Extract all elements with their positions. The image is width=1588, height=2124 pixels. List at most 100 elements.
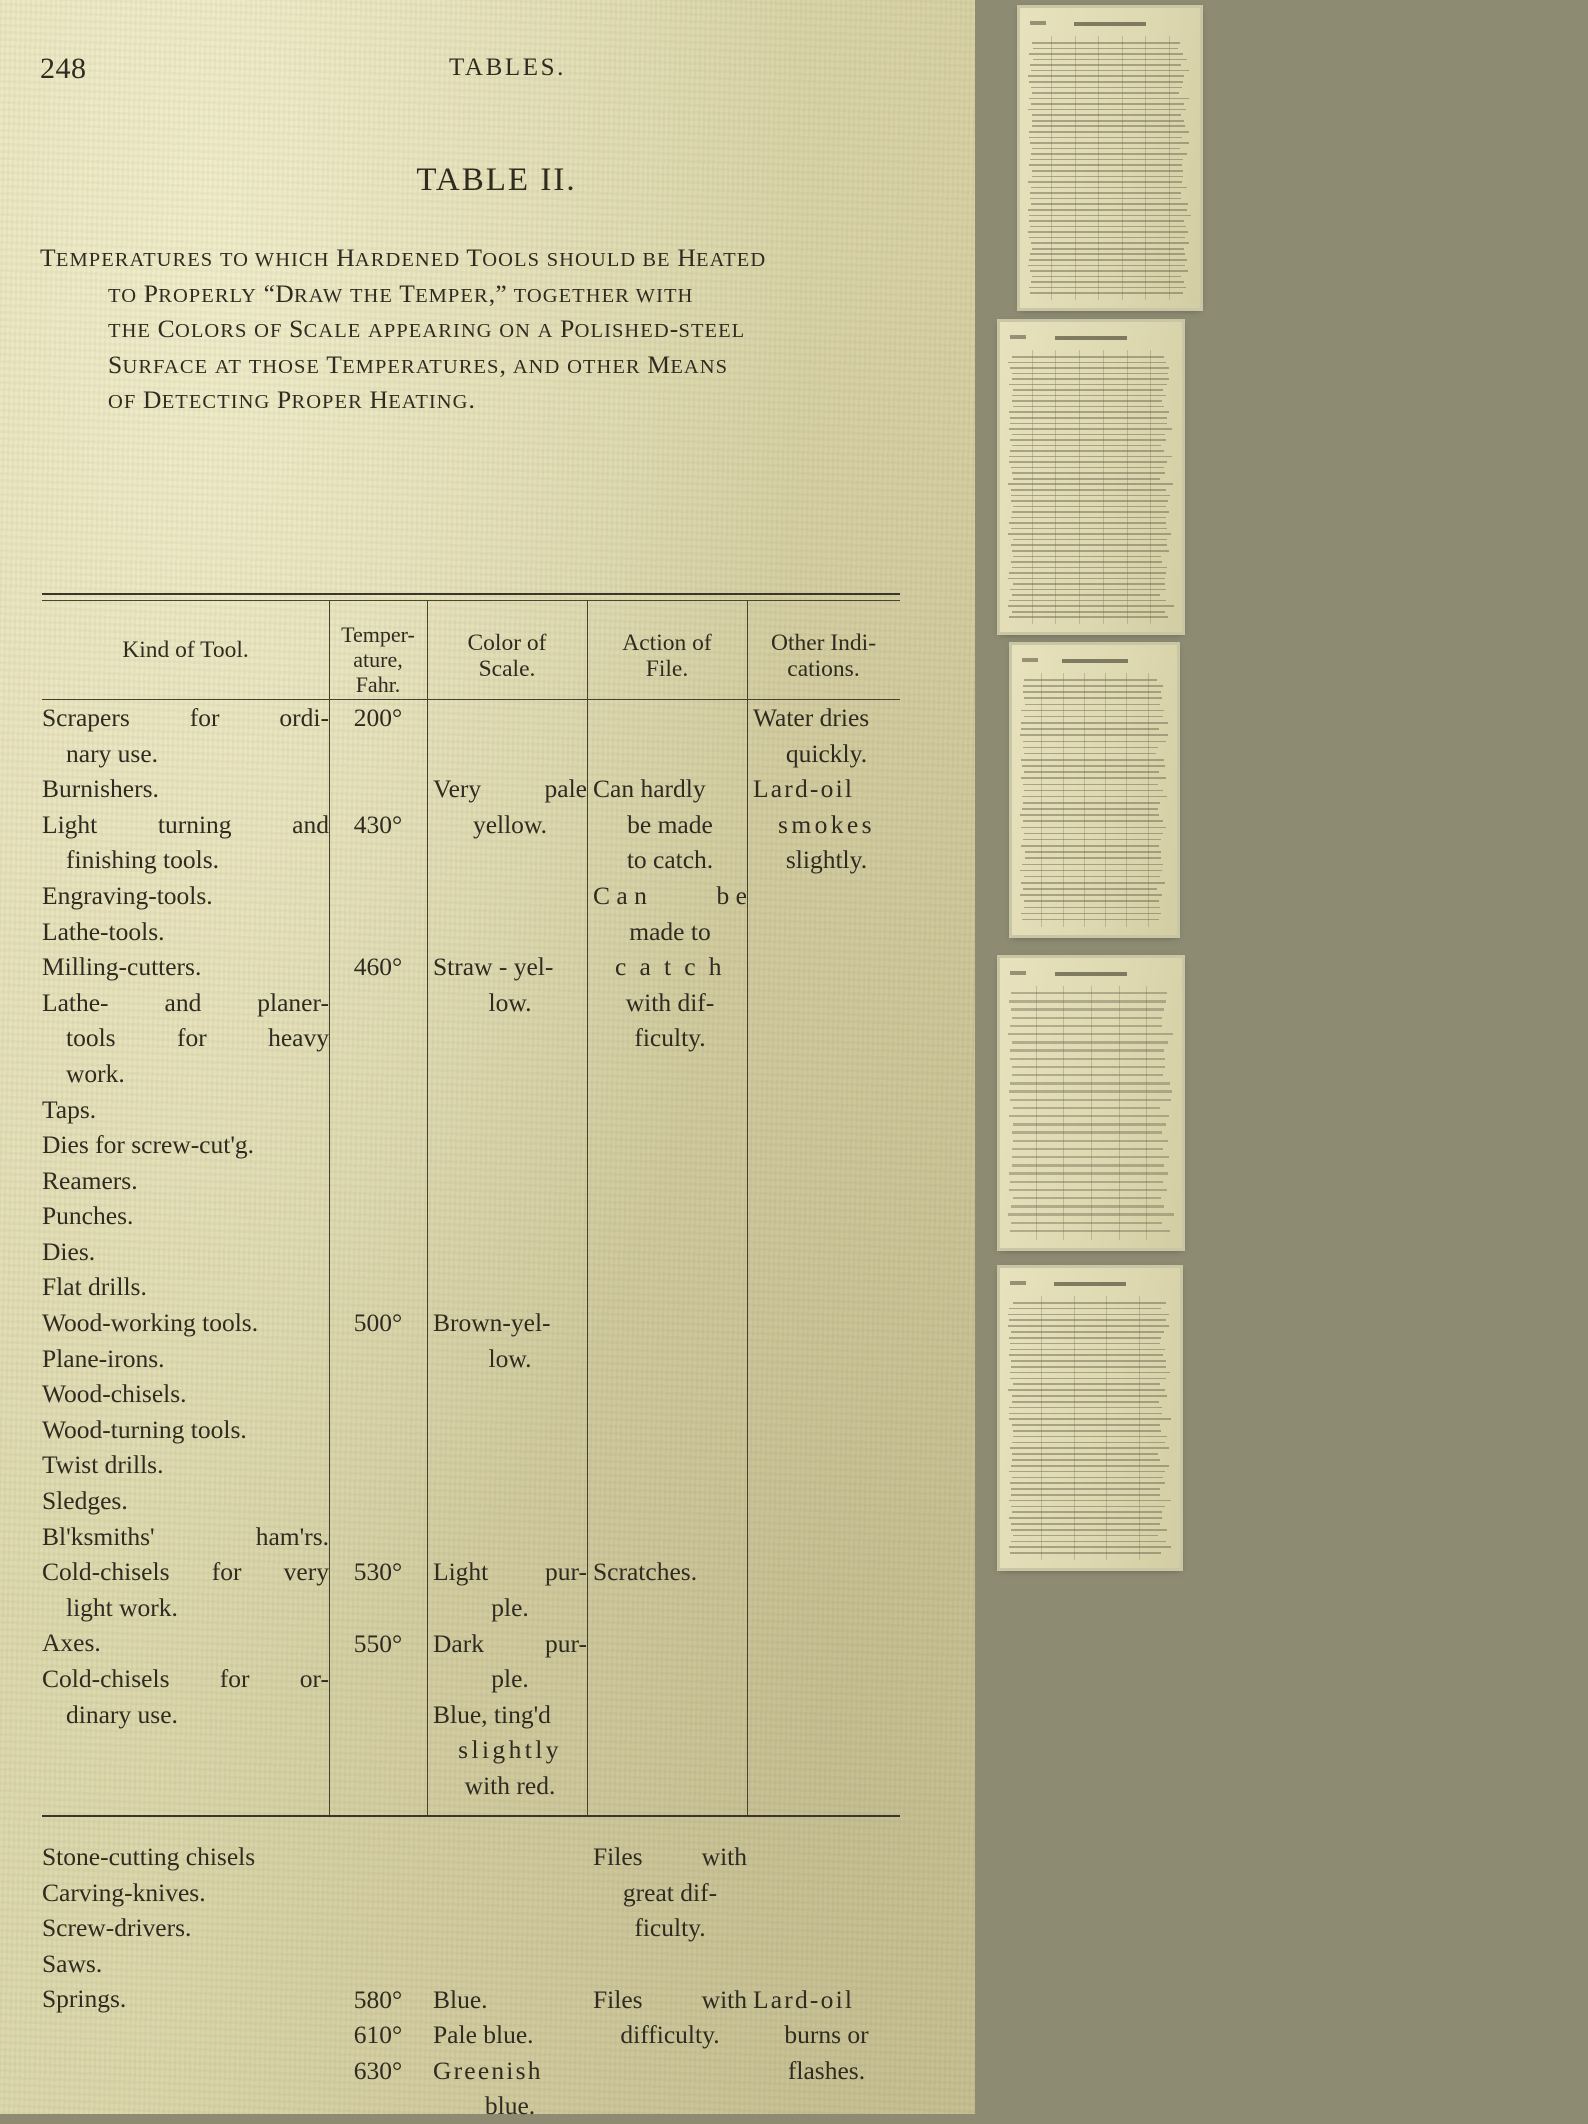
tool-row: Engraving-tools. xyxy=(42,878,329,914)
header-temperature-fahr: Temper-ature, Fahr. xyxy=(329,622,427,697)
tool-row: tools for heavy xyxy=(42,1020,329,1056)
color-of-scale-line: low. xyxy=(427,985,587,1021)
page-thumbnail[interactable] xyxy=(1000,1268,1180,1568)
thumbnail-text-line xyxy=(1011,1331,1164,1333)
thumbnail-text-line xyxy=(1024,679,1157,681)
thumbnail-column-rule xyxy=(1150,350,1151,624)
color-of-scale-line: Light pur- xyxy=(427,1554,587,1590)
thumbnail-text-line xyxy=(1008,1389,1165,1391)
tool-row: Burnishers. xyxy=(42,771,329,807)
color-of-scale-line: low. xyxy=(427,1341,587,1377)
other-indication-line: burns or xyxy=(747,2017,900,2053)
thumbnail-text-line xyxy=(1013,406,1165,408)
thumbnail-text-line xyxy=(1009,411,1168,413)
thumbnail-text-line xyxy=(1031,87,1182,89)
caption-line-1: TEMPERATURES TO WHICH HARDENED TOOLS SHO… xyxy=(40,239,930,275)
action-of-file-line: C a nb e xyxy=(587,878,747,914)
thumbnail-text-line xyxy=(1009,1189,1168,1191)
thumbnail-text-line xyxy=(1023,741,1165,743)
color-of-scale-line: with red. xyxy=(427,1768,587,1804)
thumbnail-text-line xyxy=(1010,1049,1164,1051)
thumbnail-text-line xyxy=(1011,1222,1162,1224)
thumbnail-column-rule xyxy=(1063,986,1064,1240)
header-line: ature, xyxy=(329,647,427,672)
thumbnail-text-line xyxy=(1009,572,1166,574)
temperature-value: 430° xyxy=(329,807,427,843)
page-thumbnail[interactable] xyxy=(1012,645,1177,935)
temperature-value: 580° xyxy=(329,1982,427,2018)
page-thumbnail[interactable] xyxy=(1000,958,1182,1248)
thumbnail-rail[interactable] xyxy=(975,0,1588,2114)
thumbnail-text-line xyxy=(1029,131,1189,133)
thumbnail-text-line xyxy=(1022,796,1167,798)
thumbnail-text-line xyxy=(1023,691,1161,693)
thumbnail-text-line xyxy=(1030,159,1183,161)
thumbnail-text-line xyxy=(1013,506,1166,508)
thumbnail-text-line xyxy=(1013,539,1167,541)
thumbnail-text-line xyxy=(1032,148,1180,150)
thumbnail-text-line xyxy=(1030,198,1180,200)
thumbnail-text-line xyxy=(1009,1471,1164,1473)
action-of-file-line: made to xyxy=(587,914,747,950)
color-of-scale-line: ple. xyxy=(427,1661,587,1697)
thumbnail-text-line xyxy=(1021,759,1163,761)
action-of-file-line: to catch. xyxy=(587,842,747,878)
thumbnail-text-line xyxy=(1010,1378,1165,1380)
header-line: Kind of Tool. xyxy=(42,637,329,664)
color-of-scale-line: Very pale xyxy=(427,771,587,807)
thumbnail-text-line xyxy=(1012,1477,1163,1479)
page-thumbnail[interactable] xyxy=(1020,8,1200,308)
thumbnail-text-line xyxy=(1012,1453,1158,1455)
thumbnail-text-line xyxy=(1009,1115,1169,1117)
tool-row: Wood-turning tools. xyxy=(42,1412,329,1448)
thumbnail-text-line xyxy=(1023,784,1158,786)
thumbnail-text-line xyxy=(1023,839,1161,841)
thumbnail-title-line xyxy=(1054,1282,1126,1286)
thumbnail-column-rule xyxy=(1036,986,1037,1240)
thumbnail-folio-mark xyxy=(1010,335,1026,339)
thumbnail-folio-mark xyxy=(1030,21,1046,25)
tool-row: Screw-drivers. xyxy=(42,1910,329,1946)
thumbnail-text-line xyxy=(1012,1074,1163,1076)
tool-row: dinary use. xyxy=(42,1697,329,1733)
thumbnail-column-rule xyxy=(1079,350,1080,624)
thumbnail-text-line xyxy=(1029,98,1188,100)
thumbnail-text-line xyxy=(1010,450,1163,452)
spacer-row xyxy=(42,1803,329,1839)
action-of-file-line: Files with xyxy=(587,1839,747,1875)
thumbnail-text-line xyxy=(1008,1314,1169,1316)
color-of-scale-line: Greenish xyxy=(427,2053,587,2089)
thumbnail-text-line xyxy=(1010,417,1167,419)
page-thumbnail[interactable] xyxy=(1000,322,1182,632)
thumbnail-text-line xyxy=(1022,765,1165,767)
thumbnail-text-line xyxy=(1012,594,1160,596)
thumbnail-text-line xyxy=(1009,1546,1171,1548)
thumbnail-text-line xyxy=(1012,611,1164,613)
thumbnail-text-line xyxy=(1011,1465,1169,1467)
tool-row: Cold-chisels for very xyxy=(42,1554,329,1590)
thumbnail-text-line xyxy=(1032,42,1180,44)
thumbnail-column-rule xyxy=(1126,673,1127,927)
header-action-of-file: Action of File. xyxy=(587,630,747,683)
thumbnail-text-line xyxy=(1022,864,1162,866)
thumbnail-text-line xyxy=(1012,567,1166,569)
thumbnail-text-line xyxy=(1011,467,1164,469)
thumbnail-text-line xyxy=(1012,1424,1160,1426)
other-indication-line: Water dries xyxy=(747,700,900,736)
thumbnail-text-line xyxy=(1011,1008,1164,1010)
thumbnail-text-line xyxy=(1011,1506,1165,1508)
tool-row: Axes. xyxy=(42,1625,329,1661)
color-of-scale-line: Pale blue. xyxy=(427,2017,587,2053)
thumbnail-text-line xyxy=(1009,1172,1168,1174)
thumbnail-text-line xyxy=(1024,907,1160,909)
thumbnail-text-line xyxy=(1031,103,1184,105)
thumbnail-text-line xyxy=(1011,544,1166,546)
thumbnail-text-line xyxy=(1021,777,1165,779)
thumbnail-text-line xyxy=(1011,992,1167,994)
color-of-scale-line: Brown-yel- xyxy=(427,1305,587,1341)
thumbnail-text-line xyxy=(1024,833,1163,835)
thumbnail-text-line xyxy=(1009,428,1172,430)
temperature-value: 630° xyxy=(329,2053,427,2089)
thumbnail-text-line xyxy=(1029,259,1187,261)
tool-row: Dies. xyxy=(42,1234,329,1270)
